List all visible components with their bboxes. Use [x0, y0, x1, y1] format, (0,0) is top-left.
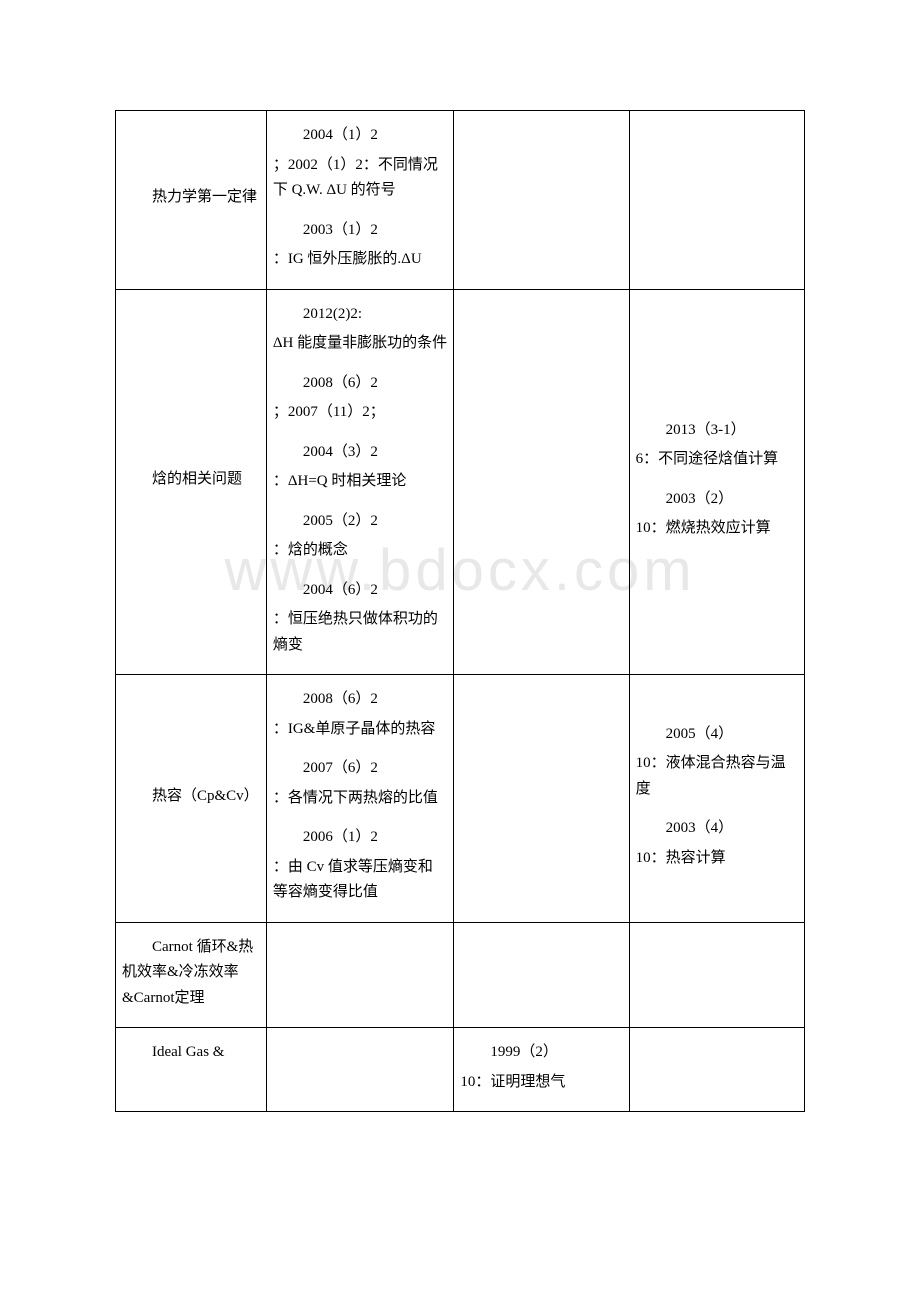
content-table: 热力学第一定律 2004（1）2；2002（1）2：不同情况下 Q.W. ΔU … [115, 110, 805, 1112]
detail-cell: 1999（2）10：证明理想气 [454, 1028, 629, 1112]
detail-cell [454, 289, 629, 675]
detail-cell: 2004（1）2；2002（1）2：不同情况下 Q.W. ΔU 的符号 2003… [266, 111, 454, 290]
table-row: Carnot 循环&热机效率&冷冻效率&Carnot定理 [116, 922, 805, 1028]
detail-cell [266, 922, 454, 1028]
table-row: 焓的相关问题 2012(2)2:ΔH 能度量非膨胀功的条件 2008（6）2；2… [116, 289, 805, 675]
detail-cell [454, 675, 629, 923]
table-row: Ideal Gas & 1999（2）10：证明理想气 [116, 1028, 805, 1112]
topic-cell: 热容（Cp&Cv） [116, 675, 267, 923]
detail-cell [454, 922, 629, 1028]
detail-cell [629, 922, 804, 1028]
detail-cell [629, 111, 804, 290]
detail-cell: 2013（3-1）6：不同途径焓值计算 2003（2）10：燃烧热效应计算 [629, 289, 804, 675]
topic-cell: 焓的相关问题 [116, 289, 267, 675]
detail-cell [266, 1028, 454, 1112]
detail-cell: 2008（6）2：IG&单原子晶体的热容 2007（6）2：各情况下两热熔的比值… [266, 675, 454, 923]
topic-cell: Ideal Gas & [116, 1028, 267, 1112]
detail-cell [454, 111, 629, 290]
topic-cell: 热力学第一定律 [116, 111, 267, 290]
table-row: 热容（Cp&Cv） 2008（6）2：IG&单原子晶体的热容 2007（6）2：… [116, 675, 805, 923]
detail-cell [629, 1028, 804, 1112]
table-row: 热力学第一定律 2004（1）2；2002（1）2：不同情况下 Q.W. ΔU … [116, 111, 805, 290]
detail-cell: 2012(2)2:ΔH 能度量非膨胀功的条件 2008（6）2；2007（11）… [266, 289, 454, 675]
topic-cell: Carnot 循环&热机效率&冷冻效率&Carnot定理 [116, 922, 267, 1028]
detail-cell: 2005（4）10：液体混合热容与温度 2003（4）10：热容计算 [629, 675, 804, 923]
